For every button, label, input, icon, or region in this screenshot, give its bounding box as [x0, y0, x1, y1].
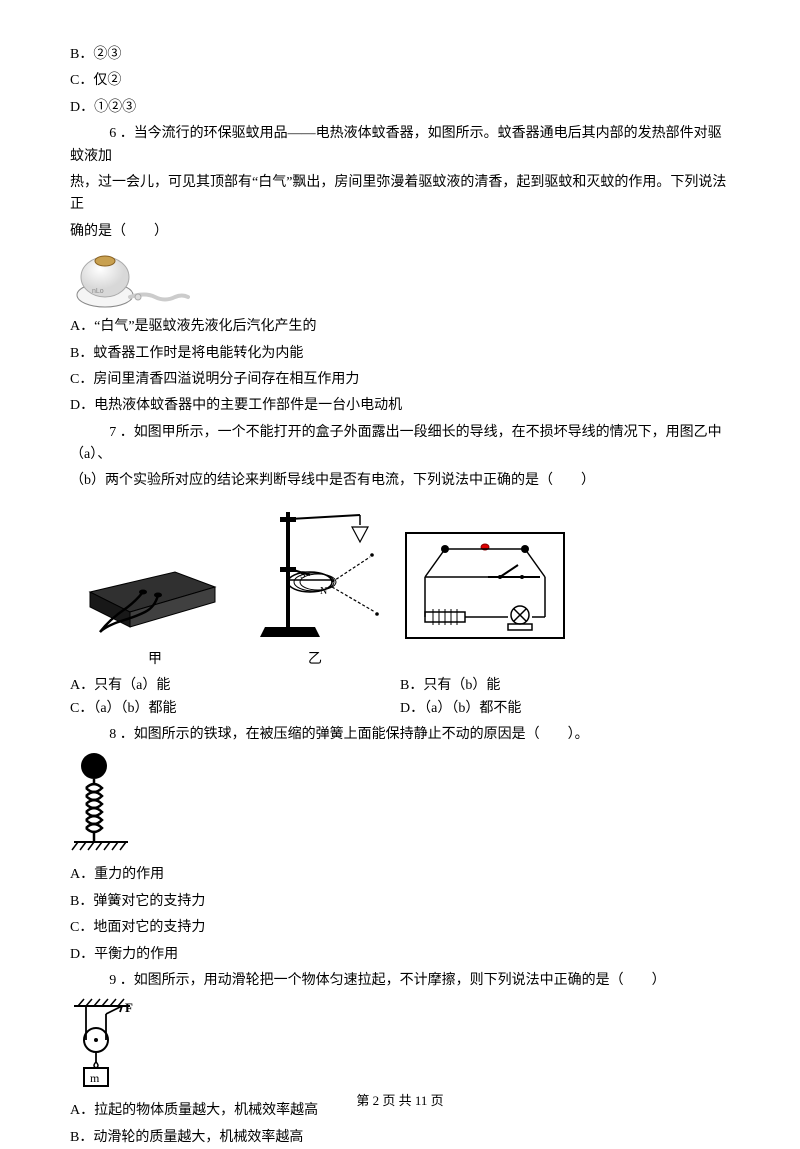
q7-option-b: B．只有（b）能 [400, 675, 730, 697]
q7-option-c: C．（a）（b）都能 [70, 698, 400, 720]
q8-text: 如图所示的铁球，在被压缩的弹簧上面能保持静止不动的原因是（ ）。 [134, 727, 589, 742]
q6-stem-line3: 确的是（ ） [70, 221, 730, 243]
q8-option-d: D．平衡力的作用 [70, 944, 730, 966]
q6-text-1: 当今流行的环保驱蚊用品——电热液体蚊香器，如图所示。蚊香器通电后其内部的发热部件… [70, 126, 722, 163]
q5-option-d: D．①②③ [70, 97, 730, 119]
q7-fig-a: S N 乙 [240, 497, 390, 671]
q7-caption-jia: 甲 [80, 649, 230, 671]
q9-stem: 9 ．如图所示，用动滑轮把一个物体匀速拉起，不计摩擦，则下列说法中正确的是（ ） [70, 970, 730, 992]
q7-options-row1: A．只有（a）能 B．只有（b）能 [70, 675, 730, 697]
oersted-setup-icon: S N [240, 497, 390, 647]
q6-option-d: D．电热液体蚊香器中的主要工作部件是一台小电动机 [70, 395, 730, 417]
page-footer: 第 2 页 共 11 页 [0, 1091, 800, 1112]
page: B．②③ C．仅② D．①②③ 6 ．当今流行的环保驱蚊用品——电热液体蚊香器，… [0, 0, 800, 1132]
q8-option-c: C．地面对它的支持力 [70, 917, 730, 939]
q7-caption-yi: 乙 [240, 649, 390, 671]
q5-option-c: C．仅② [70, 70, 730, 92]
q7-fig-b [400, 527, 570, 649]
q6-option-a: A．“白气”是驱蚊液先液化后汽化产生的 [70, 316, 730, 338]
q9-number: 9 ． [109, 973, 134, 988]
box-with-wire-icon [80, 517, 230, 647]
q7-number: 7 ． [109, 425, 134, 440]
q8-stem: 8 ．如图所示的铁球，在被压缩的弹簧上面能保持静止不动的原因是（ ）。 [70, 724, 730, 746]
label-m: m [90, 1071, 100, 1085]
q6-figure: nLo [70, 247, 730, 312]
q8-figure [70, 750, 730, 860]
q6-stem-line1: 6 ．当今流行的环保驱蚊用品——电热液体蚊香器，如图所示。蚊香器通电后其内部的发… [70, 123, 730, 168]
q7-stem-line2: （b）两个实验所对应的结论来判断导线中是否有电流，下列说法中正确的是（ ） [70, 470, 730, 492]
q7-option-d: D．（a）（b）都不能 [400, 698, 730, 720]
q7-figures: 甲 S N [80, 497, 730, 671]
q7-text-1: 如图甲所示，一个不能打开的盒子外面露出一段细长的导线，在不损坏导线的情况下，用图… [70, 425, 722, 462]
q5-option-b: B．②③ [70, 44, 730, 66]
circuit-icon [400, 527, 570, 647]
mosquito-device-icon: nLo [70, 247, 190, 312]
movable-pulley-icon: F m [70, 996, 150, 1096]
svg-text:nLo: nLo [92, 288, 104, 295]
q8-option-a: A．重力的作用 [70, 864, 730, 886]
q8-number: 8 ． [109, 727, 134, 742]
q7-fig-jia: 甲 [80, 517, 230, 671]
q6-stem-line2: 热，过一会儿，可见其顶部有“白气”飘出，房间里弥漫着驱蚊液的清香，起到驱蚊和灭蚊… [70, 172, 730, 217]
q9-option-b: B．动滑轮的质量越大，机械效率越高 [70, 1127, 730, 1149]
q8-option-b: B．弹簧对它的支持力 [70, 891, 730, 913]
q6-number: 6 ． [109, 126, 134, 141]
q9-figure: F m [70, 996, 730, 1096]
q7-option-a: A．只有（a）能 [70, 675, 400, 697]
q7-options-row2: C．（a）（b）都能 D．（a）（b）都不能 [70, 698, 730, 720]
label-F: F [125, 1000, 133, 1015]
ball-on-spring-icon [70, 750, 140, 860]
q7-stem-line1: 7 ．如图甲所示，一个不能打开的盒子外面露出一段细长的导线，在不损坏导线的情况下… [70, 422, 730, 467]
q9-text: 如图所示，用动滑轮把一个物体匀速拉起，不计摩擦，则下列说法中正确的是（ ） [134, 973, 666, 988]
q6-option-b: B．蚊香器工作时是将电能转化为内能 [70, 343, 730, 365]
svg-text:N: N [320, 586, 327, 597]
q6-option-c: C．房间里清香四溢说明分子间存在相互作用力 [70, 369, 730, 391]
